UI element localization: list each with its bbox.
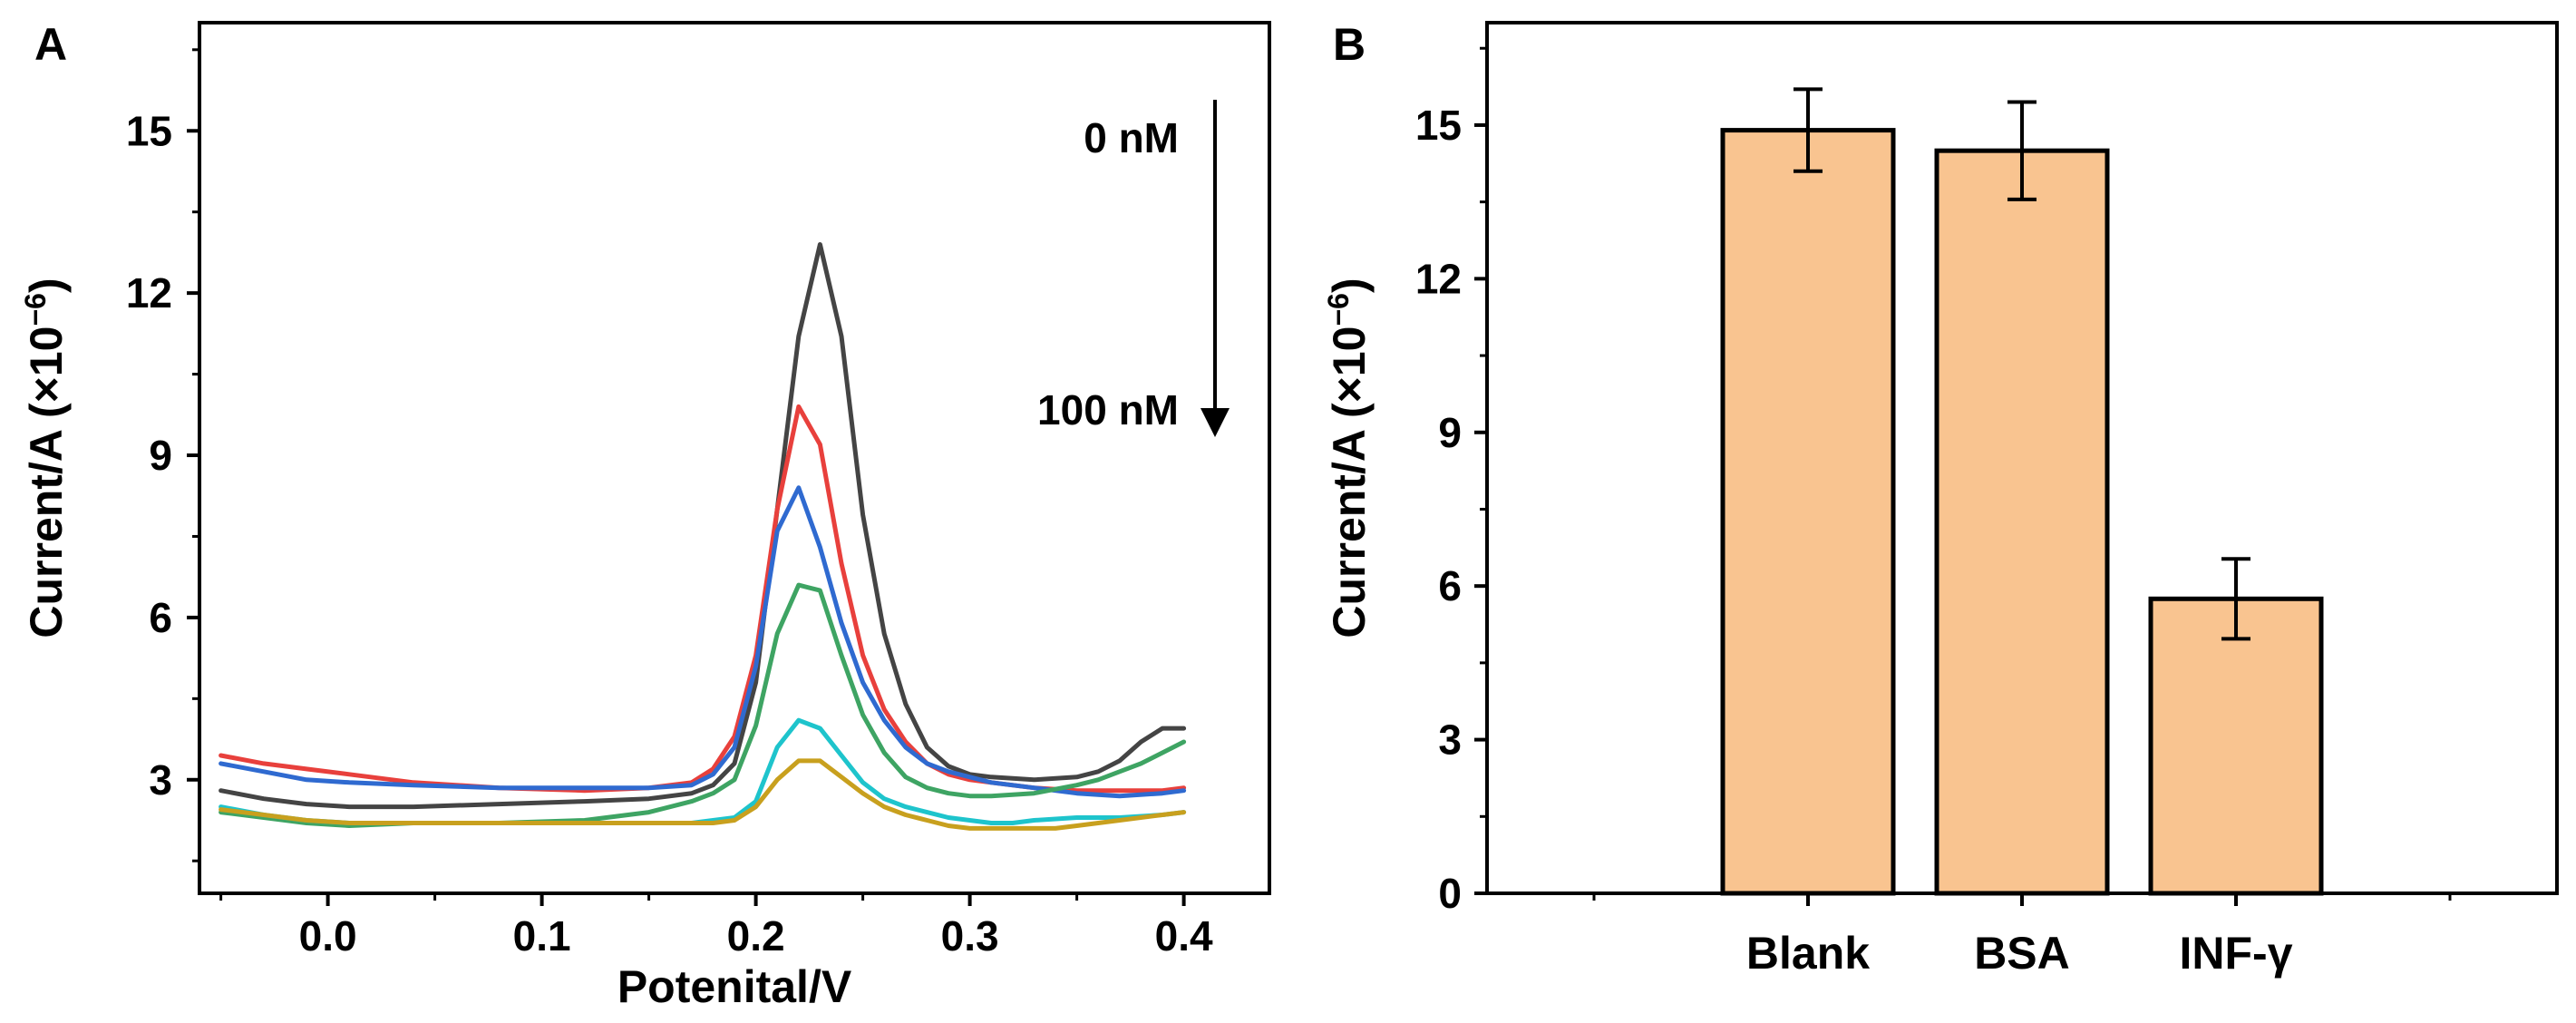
panel-b-y-tick-labels: 0 3 6 9 12 15: [1415, 102, 1462, 917]
panel-b-category-labels: Blank BSA INF-γ: [1746, 928, 2293, 979]
category-label-1: BSA: [1974, 928, 2070, 979]
series-line-5: [219, 758, 1187, 831]
panel-b-error-bars: [1793, 87, 2250, 641]
panel-a-x-axis-title: Potenital/V: [617, 961, 852, 1012]
panel-a-y-tick-label: 12: [126, 269, 172, 317]
series-line-1: [219, 404, 1187, 794]
panel-a-y-axis-title: Current/A (×10−6): [19, 278, 72, 638]
panel-a-letter: A: [34, 19, 67, 70]
panel-b-y-tick-label: 12: [1415, 255, 1462, 302]
bar-0: [1720, 128, 1896, 896]
panel-a-y-tick-label: 9: [149, 432, 172, 479]
panel-a-x-tick-label: 0.4: [1155, 912, 1213, 960]
bar-2: [2148, 596, 2324, 896]
panel-b-y-tick-label: 0: [1438, 870, 1462, 917]
panel-a: A 0.0 0.1 0.2 0.3 0.4 3 6 9 12 15 Potenital/V Cu…: [19, 19, 1271, 1012]
panel-a-y-tick-label: 6: [149, 594, 172, 641]
panel-a-frame: [198, 21, 1271, 895]
category-label-0: Blank: [1746, 928, 1870, 979]
panel-a-x-tick-label: 0.3: [941, 912, 999, 960]
series-line-2: [219, 485, 1187, 799]
panel-b-y-tick-label: 3: [1438, 716, 1462, 764]
category-label-2: INF-γ: [2180, 928, 2293, 979]
panel-a-x-tick-label: 0.0: [299, 912, 357, 960]
annotation-100nm: 100 nM: [1037, 386, 1179, 434]
panel-a-x-tick-label: 0.1: [513, 912, 571, 960]
annotation-0nm: 0 nM: [1084, 114, 1179, 161]
bar-1: [1934, 148, 2110, 896]
panel-a-series: [219, 242, 1187, 831]
panel-b: B 0 3 6 9 12 15 Blank BSA INF-γ Current/A (×10−…: [1322, 19, 2559, 979]
panel-a-ticks: [187, 48, 1186, 906]
concentration-arrow-head: [1201, 408, 1230, 437]
panel-a-y-tick-labels: 3 6 9 12 15: [126, 107, 172, 804]
panel-b-y-tick-label: 9: [1438, 409, 1462, 456]
series-line-0: [219, 242, 1187, 810]
panel-a-y-tick-label: 15: [126, 107, 172, 154]
panel-b-y-tick-label: 6: [1438, 562, 1462, 609]
panel-a-y-tick-label: 3: [149, 756, 172, 804]
panel-a-x-tick-label: 0.2: [727, 912, 785, 960]
panel-b-bars: [1720, 128, 2324, 896]
panel-a-x-tick-labels: 0.0 0.1 0.2 0.3 0.4: [299, 912, 1213, 960]
panel-b-y-axis-title: Current/A (×10−6): [1322, 278, 1375, 638]
panel-b-letter: B: [1333, 19, 1366, 70]
panel-b-y-tick-label: 15: [1415, 102, 1462, 149]
